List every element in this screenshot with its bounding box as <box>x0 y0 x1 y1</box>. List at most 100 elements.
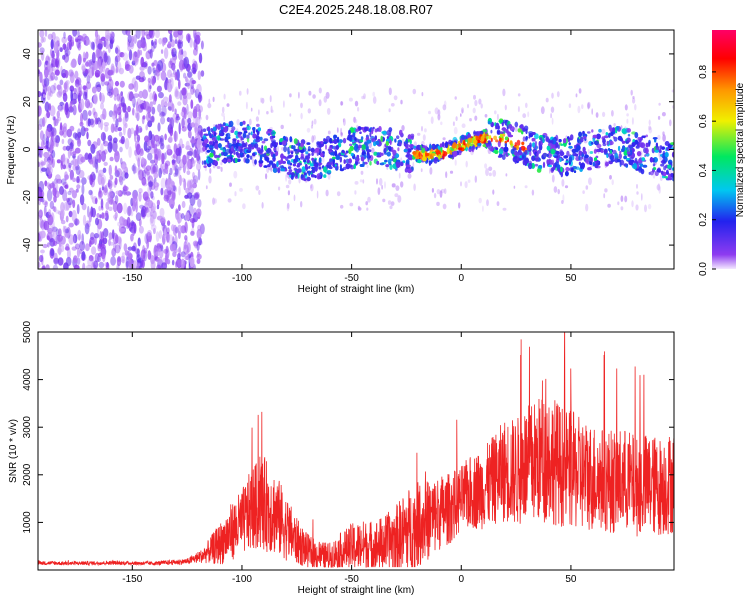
heatmap-cell <box>261 140 266 144</box>
heatmap-cell <box>98 261 105 269</box>
heatmap-cell <box>431 152 436 157</box>
heatmap-cell <box>514 121 519 128</box>
heatmap-cell <box>322 157 325 163</box>
heatmap-cell <box>109 138 113 150</box>
heatmap-cell <box>301 166 306 173</box>
heatmap-cell <box>81 37 86 42</box>
heatmap-cell <box>122 184 128 196</box>
heatmap-cell <box>389 139 392 145</box>
heatmap-cell <box>361 144 366 150</box>
heatmap-cell <box>250 107 253 112</box>
heatmap-cell <box>376 155 382 158</box>
heatmap-cell <box>289 113 292 117</box>
heatmap-cell <box>670 173 674 178</box>
heatmap-cell <box>289 93 292 98</box>
heatmap-cell <box>465 160 468 168</box>
heatmap-cell <box>109 156 114 162</box>
heatmap-cell <box>69 100 73 112</box>
heatmap-cell <box>218 132 224 137</box>
heatmap-cell <box>46 189 53 202</box>
heatmap-cell <box>64 174 69 180</box>
heatmap-cell <box>424 128 427 133</box>
heatmap-cell <box>594 157 597 162</box>
heatmap-cell <box>44 201 48 208</box>
heatmap-cell <box>328 166 333 170</box>
heatmap-cell <box>69 39 72 51</box>
heatmap-marks <box>38 30 674 269</box>
heatmap-cell <box>258 190 261 195</box>
heatmap-cell <box>156 264 162 269</box>
heatmap-cell <box>158 256 163 264</box>
heatmap-cell <box>565 171 569 177</box>
heatmap-cell <box>620 206 624 211</box>
y-tick-label: 3000 <box>22 416 33 439</box>
heatmap-cell <box>98 252 102 257</box>
heatmap-cell <box>128 83 135 90</box>
heatmap-cell <box>137 170 141 177</box>
heatmap-cell <box>161 152 165 165</box>
heatmap-cell <box>557 188 560 195</box>
heatmap-cell <box>181 200 186 209</box>
heatmap-cell <box>72 30 78 37</box>
heatmap-cell <box>366 149 372 153</box>
heatmap-cell <box>312 94 316 99</box>
heatmap-cell <box>587 149 590 155</box>
heatmap-cell <box>152 67 156 74</box>
heatmap-cell <box>103 185 108 194</box>
x-tick-label: 50 <box>565 273 577 284</box>
heatmap-cell <box>192 182 198 189</box>
heatmap-cell <box>167 220 171 226</box>
heatmap-cell <box>621 140 626 144</box>
heatmap-cell <box>42 243 48 249</box>
heatmap-cell <box>59 47 63 53</box>
heatmap-cell <box>507 123 513 129</box>
heatmap-cell <box>85 243 90 252</box>
heatmap-cell <box>516 144 519 151</box>
heatmap-cell <box>379 162 385 166</box>
heatmap-cell <box>68 162 72 169</box>
heatmap-cell <box>54 76 58 81</box>
heatmap-cell <box>77 30 80 38</box>
heatmap-cell <box>174 108 177 115</box>
heatmap-cell <box>216 166 221 169</box>
heatmap-cell <box>300 112 303 120</box>
heatmap-cell <box>405 137 408 145</box>
heatmap-cell <box>306 142 311 145</box>
heatmap-cell <box>196 253 202 260</box>
heatmap-cell <box>48 225 54 231</box>
heatmap-cell <box>478 197 482 204</box>
heatmap-cell <box>369 161 372 166</box>
heatmap-cell <box>160 177 166 189</box>
heatmap-cell <box>439 190 443 198</box>
heatmap-cell <box>296 169 300 174</box>
heatmap-cell <box>354 128 359 132</box>
heatmap-cell <box>295 154 299 161</box>
heatmap-cell <box>64 183 69 190</box>
heatmap-cell <box>155 251 160 257</box>
heatmap-cell <box>124 250 130 256</box>
heatmap-cell <box>339 156 342 163</box>
heatmap-cell <box>65 145 71 151</box>
heatmap-cell <box>134 51 138 58</box>
heatmap-cell <box>626 118 629 124</box>
heatmap-cell <box>103 161 108 166</box>
heatmap-cell <box>171 103 175 113</box>
heatmap-cell <box>407 148 412 153</box>
heatmap-cell <box>292 145 296 150</box>
heatmap-cell <box>77 53 82 65</box>
heatmap-cell <box>131 98 135 104</box>
heatmap-cell <box>149 92 153 101</box>
heatmap-cell <box>498 119 504 123</box>
heatmap-cell <box>128 91 134 102</box>
heatmap-cell <box>325 189 329 197</box>
heatmap-cell <box>142 115 146 120</box>
heatmap-cell <box>311 174 315 178</box>
heatmap-cell <box>45 140 49 149</box>
heatmap-cell <box>200 40 204 50</box>
heatmap-cell <box>313 118 317 125</box>
heatmap-cell <box>363 161 368 165</box>
heatmap-cell <box>590 141 594 145</box>
heatmap-cell <box>81 183 85 196</box>
heatmap-cell <box>83 91 87 100</box>
